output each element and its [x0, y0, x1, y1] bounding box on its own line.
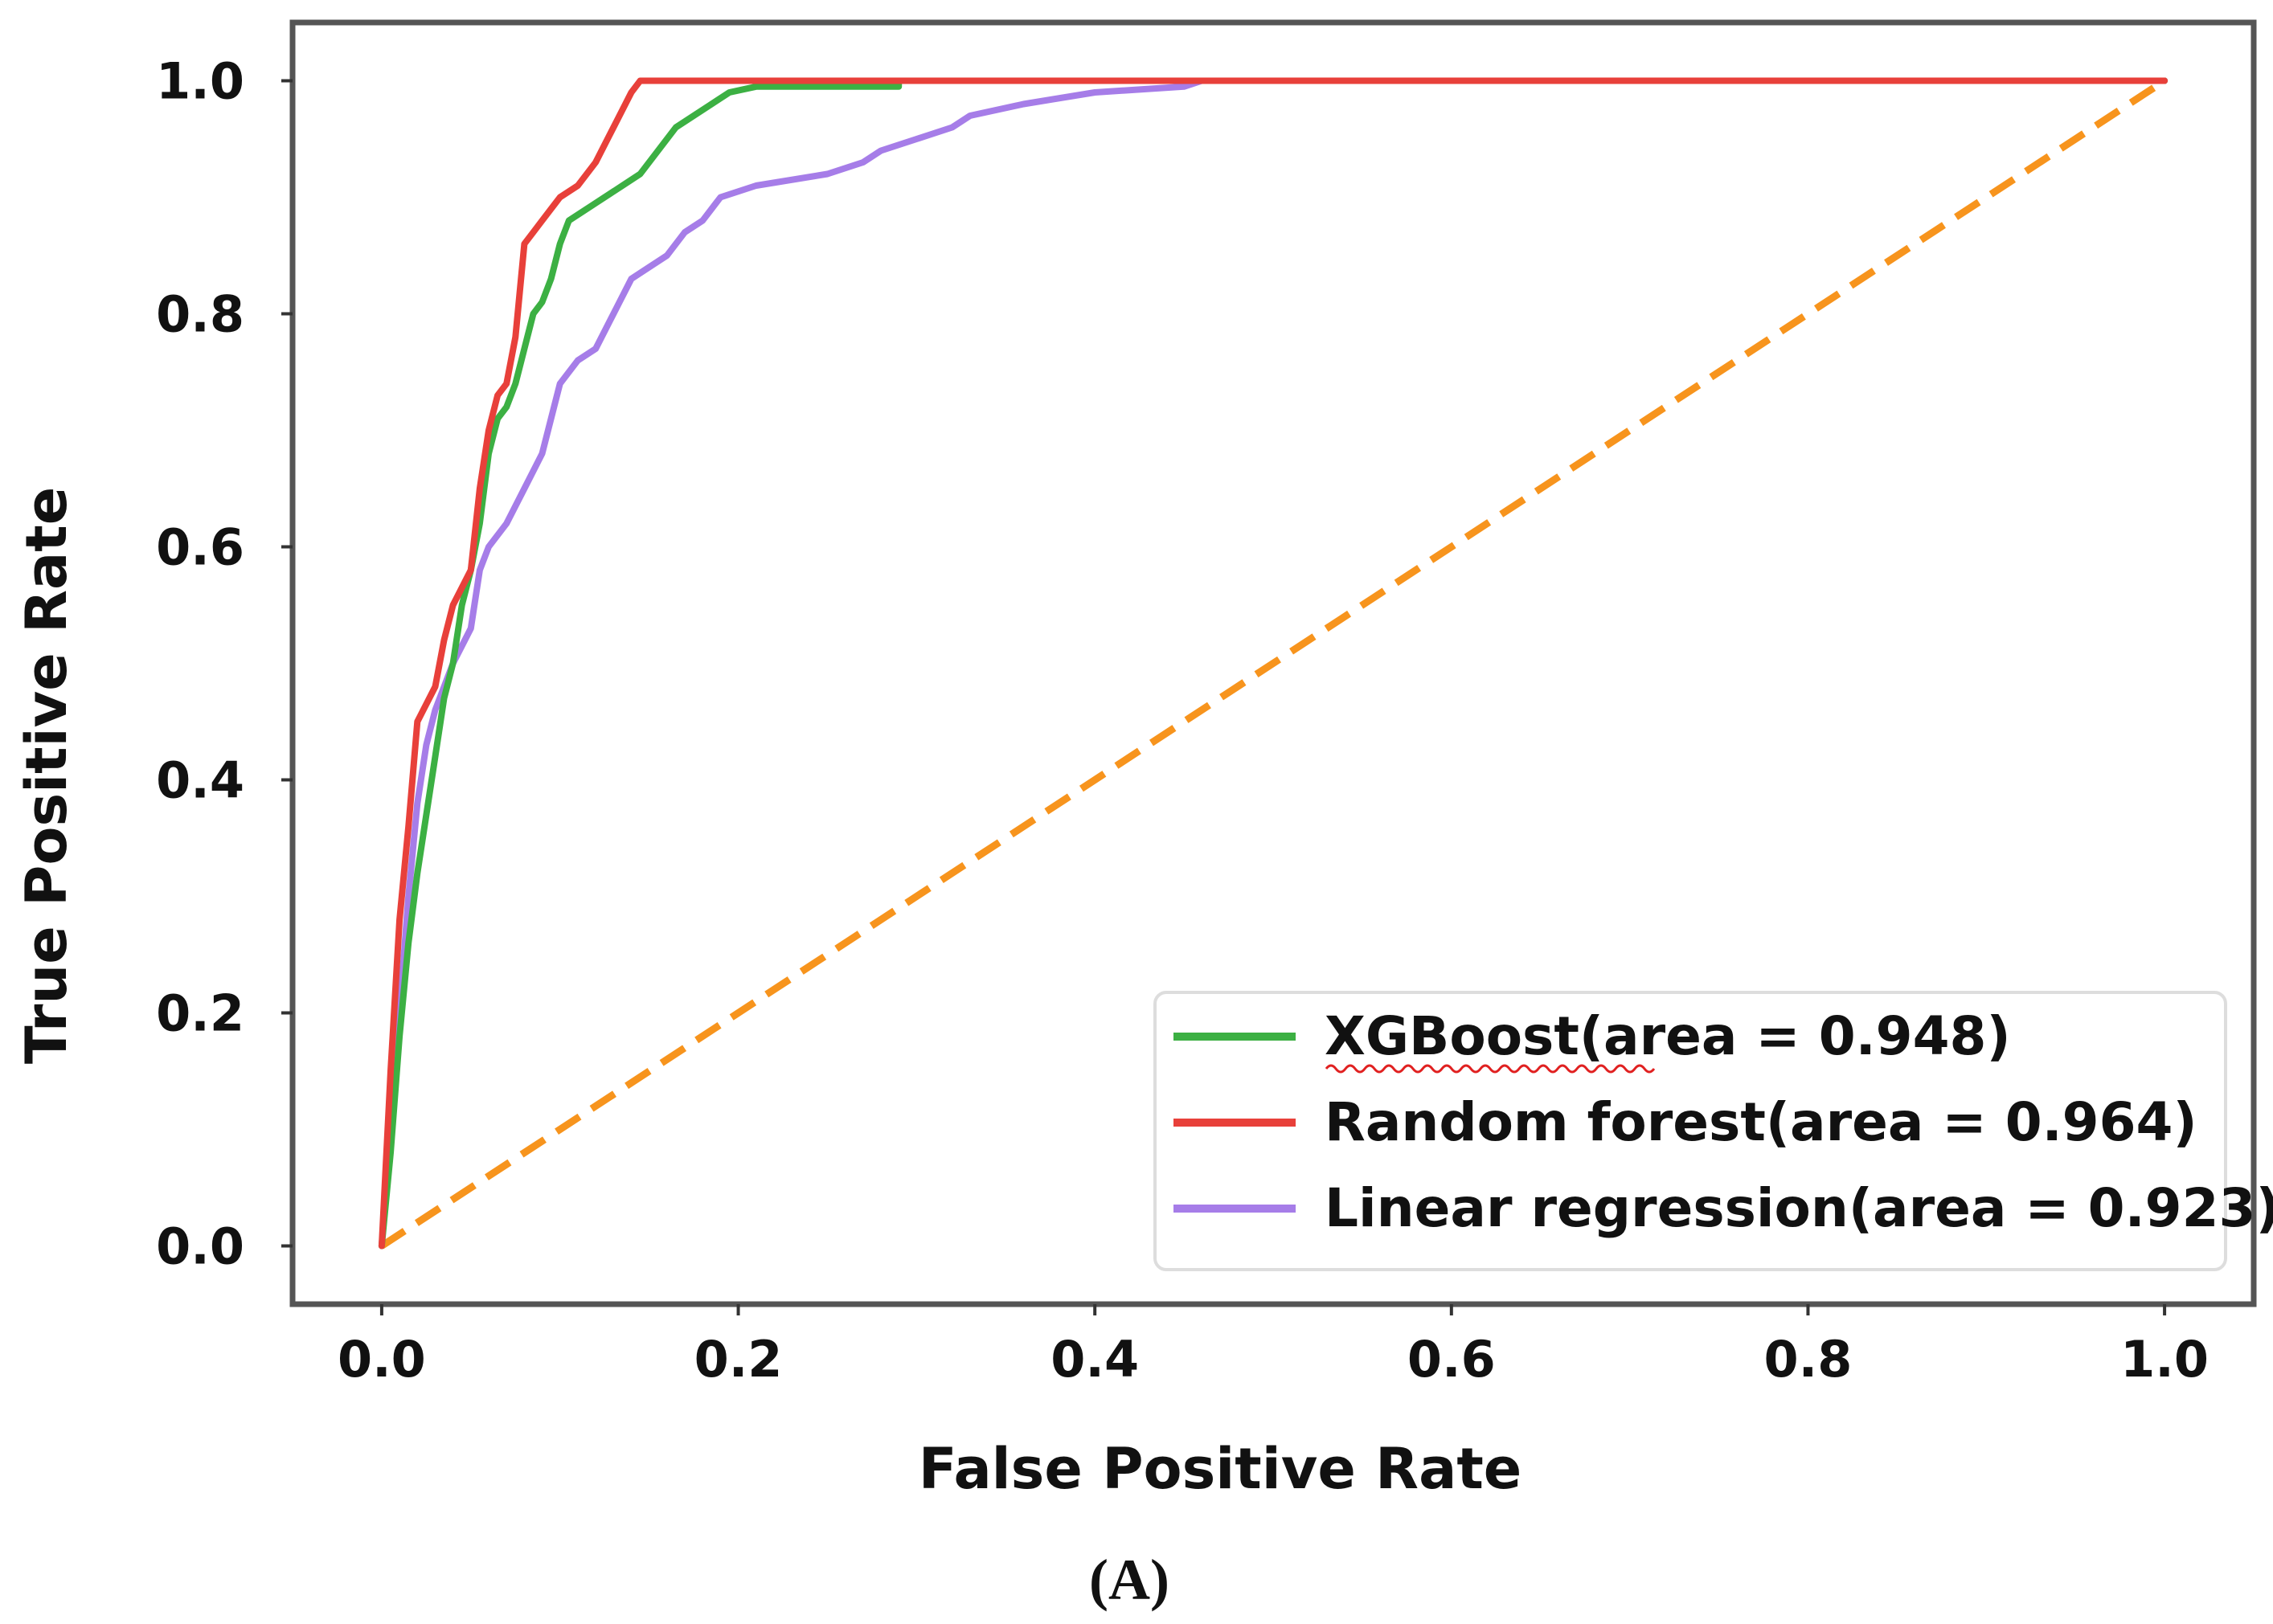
y-tick-label: 0.2 — [156, 984, 244, 1043]
spellcheck-underline — [1325, 1064, 1656, 1074]
series-line-linear-regression — [378, 77, 2169, 1250]
series-layer — [378, 77, 2169, 1250]
y-tick-label: 0.6 — [156, 518, 244, 577]
series-line-random-forest — [378, 77, 2169, 1250]
y-tick-label: 1.0 — [156, 52, 244, 111]
x-tick-label: 0.6 — [1407, 1330, 1496, 1389]
x-axis-label: False Positive Rate — [919, 1436, 1522, 1502]
x-tick-label: 0.2 — [694, 1330, 783, 1389]
panel-label: (A) — [1089, 1548, 1169, 1612]
x-tick-label: 1.0 — [2120, 1330, 2209, 1389]
series-line-xgboost — [378, 77, 2169, 1250]
x-tick-label: 0.0 — [338, 1330, 426, 1389]
y-axis-label: True Positive Rate — [14, 487, 80, 1064]
x-tick-label: 0.4 — [1050, 1330, 1139, 1389]
y-tick-label: 0.8 — [156, 285, 244, 344]
x-tick-label: 0.8 — [1764, 1330, 1853, 1389]
legend-label-linear-regression: Linear regression(area = 0.923) — [1325, 1177, 2273, 1239]
legend-label-xgboost: XGBoost(area = 0.948) — [1325, 1005, 2011, 1067]
y-tick-label: 0.0 — [156, 1217, 244, 1276]
axis-ticks: 0.0 0.2 0.4 0.6 0.8 1.0 0.0 0.2 0.4 0.6 0.8 1.0 — [156, 52, 2209, 1389]
legend: XGBoost(area = 0.948) Random forest(area… — [1153, 991, 2273, 1271]
y-tick-label: 0.4 — [156, 751, 244, 810]
legend-box — [1153, 991, 2227, 1271]
legend-label-random-forest: Random forest(area = 0.964) — [1325, 1091, 2197, 1153]
series-line-chance — [379, 77, 2167, 1250]
